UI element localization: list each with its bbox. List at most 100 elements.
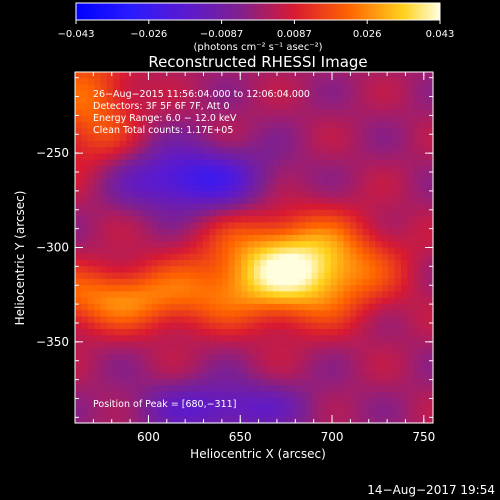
heatmap-cell (215, 397, 223, 405)
heatmap-cell (75, 78, 82, 86)
heatmap-cell (369, 328, 377, 336)
heatmap-cell (266, 260, 274, 267)
heatmap-cell (94, 178, 102, 186)
heatmap-cell (292, 360, 300, 368)
heatmap-cell (298, 360, 306, 368)
heatmap-cell (145, 203, 153, 211)
heatmap-cell (138, 372, 146, 380)
heatmap-cell (420, 247, 428, 255)
heatmap-cell (388, 391, 396, 399)
heatmap-cell (349, 354, 357, 361)
heatmap-cell (337, 140, 345, 148)
heatmap-cell (407, 322, 415, 330)
heatmap-cell (202, 134, 210, 142)
heatmap-cell (292, 147, 300, 155)
heatmap-cell (317, 241, 325, 249)
heatmap-cell (170, 78, 178, 86)
heatmap-cell (401, 372, 409, 380)
heatmap-cell (190, 109, 198, 117)
heatmap-cell (285, 366, 293, 374)
heatmap-cell (75, 222, 82, 230)
heatmap-cell (81, 285, 89, 292)
heatmap-cell (170, 203, 178, 211)
heatmap-cell (209, 347, 217, 355)
heatmap-cell (394, 72, 402, 79)
heatmap-cell (164, 222, 172, 230)
heatmap-cell (228, 328, 236, 336)
heatmap-cell (337, 297, 345, 305)
heatmap-cell (273, 379, 281, 386)
heatmap-cell (164, 153, 172, 161)
heatmap-cell (381, 172, 389, 180)
heatmap-cell (94, 209, 102, 217)
heatmap-cell (407, 78, 415, 86)
heatmap-cell (324, 335, 332, 343)
heatmap-cell (151, 372, 159, 380)
heatmap-cell (190, 416, 198, 424)
heatmap-cell (209, 328, 217, 336)
heatmap-cell (356, 140, 364, 148)
heatmap-cell (298, 203, 306, 211)
heatmap-cell (119, 191, 127, 198)
heatmap-cell (317, 372, 325, 380)
heatmap-cell (420, 184, 428, 192)
heatmap-cell (407, 347, 415, 355)
heatmap-cell (381, 197, 389, 205)
heatmap-cell (401, 72, 409, 79)
heatmap-cell (247, 347, 255, 355)
heatmap-cell (119, 78, 127, 86)
heatmap-cell (113, 297, 121, 305)
heatmap-cell (298, 90, 306, 98)
heatmap-cell (356, 366, 364, 374)
heatmap-cell (196, 90, 204, 98)
heatmap-cell (100, 379, 108, 386)
heatmap-cell (375, 285, 383, 292)
heatmap-cell (369, 228, 377, 236)
heatmap-cell (190, 159, 198, 167)
heatmap-cell (311, 410, 319, 418)
heatmap-cell (369, 354, 377, 361)
heatmap-cell (349, 234, 357, 242)
heatmap-cell (100, 241, 108, 249)
heatmap-cell (81, 128, 89, 136)
heatmap-cell (113, 128, 121, 136)
heatmap-cell (388, 128, 396, 136)
heatmap-cell (292, 166, 300, 173)
heatmap-cell (126, 78, 134, 86)
heatmap-cell (273, 272, 281, 280)
heatmap-cell (241, 109, 249, 117)
heatmap-cell (407, 72, 415, 79)
heatmap-cell (260, 379, 268, 386)
heatmap-cell (164, 341, 172, 349)
heatmap-cell (138, 322, 146, 330)
heatmap-cell (343, 209, 351, 217)
heatmap-cell (324, 153, 332, 161)
heatmap-cell (317, 228, 325, 236)
heatmap-cell (420, 253, 428, 261)
heatmap-cell (285, 78, 293, 86)
heatmap-cell (75, 366, 82, 374)
heatmap-cell (343, 159, 351, 167)
heatmap-cell (241, 285, 249, 292)
heatmap-cell (234, 153, 242, 161)
heatmap-cell (285, 354, 293, 361)
heatmap-cell (420, 84, 428, 92)
heatmap-cell (254, 122, 261, 130)
heatmap-cell (330, 372, 338, 380)
heatmap-cell (100, 366, 108, 374)
heatmap-cell (228, 184, 236, 192)
heatmap-cell (228, 322, 236, 330)
heatmap-cell (343, 197, 351, 205)
heatmap-cell (285, 310, 293, 318)
heatmap-cell (260, 72, 268, 79)
heatmap-cell (113, 178, 121, 186)
heatmap-cell (241, 222, 249, 230)
heatmap-cell (113, 260, 121, 267)
heatmap-cell (106, 97, 114, 104)
heatmap-cell (381, 347, 389, 355)
heatmap-cell (87, 166, 95, 173)
heatmap-cell (138, 97, 146, 104)
heatmap-cell (145, 153, 153, 161)
heatmap-cell (388, 122, 396, 130)
heatmap-cell (394, 328, 402, 336)
